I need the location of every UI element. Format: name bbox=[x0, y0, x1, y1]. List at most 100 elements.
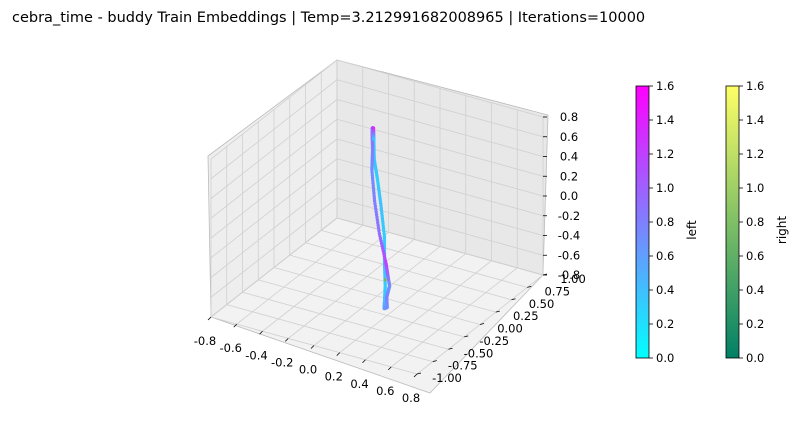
colorbar-tick-label: 0.4 bbox=[656, 283, 674, 297]
scatter-point bbox=[370, 176, 375, 180]
scatter-point bbox=[376, 226, 381, 230]
grid-line bbox=[210, 99, 338, 199]
y-tick-mark bbox=[479, 323, 485, 325]
grid-line bbox=[210, 118, 338, 219]
grid-line bbox=[258, 279, 465, 338]
scatter-point bbox=[379, 203, 383, 208]
scatter-point bbox=[375, 218, 380, 222]
scatter-point bbox=[380, 216, 385, 221]
scatter-point bbox=[381, 226, 386, 231]
scatter-point bbox=[375, 215, 379, 219]
x-tick-label: 0.6 bbox=[376, 384, 394, 398]
colorbar-right: 0.0 0.2 0.4 0.6 0.8 1.0 1.2 1.4 1.6 right bbox=[725, 79, 789, 365]
colorbar-tick-label: 1.0 bbox=[746, 181, 764, 195]
scatter-point bbox=[372, 194, 376, 198]
colorbar-right-label: right bbox=[775, 216, 789, 244]
scatter-point bbox=[382, 232, 386, 236]
x-tick-mark bbox=[336, 352, 341, 356]
z-tick-label: 0.0 bbox=[560, 189, 578, 203]
scatter-point bbox=[383, 278, 387, 282]
scatter-point bbox=[371, 186, 376, 190]
scatter-point bbox=[381, 224, 385, 228]
x-tick-mark bbox=[207, 316, 212, 321]
scatter-point bbox=[379, 206, 383, 210]
x-tick-mark bbox=[233, 323, 238, 328]
grid-line bbox=[336, 79, 544, 138]
y-tick-mark bbox=[464, 335, 469, 338]
grid-line bbox=[273, 267, 481, 325]
scatter-point bbox=[373, 201, 377, 206]
y-tick-label: -1.00 bbox=[432, 371, 462, 385]
scatter-point bbox=[372, 196, 377, 201]
scatter-point bbox=[371, 188, 376, 193]
y-tick-label: 0.50 bbox=[529, 297, 555, 311]
scatter-point bbox=[380, 219, 385, 223]
colorbar-tick-label: 1.4 bbox=[656, 113, 674, 127]
y-tick-mark bbox=[416, 372, 422, 375]
colorbar-tick-label: 1.0 bbox=[656, 181, 674, 195]
grid-line bbox=[210, 59, 338, 160]
x-tick-mark bbox=[362, 359, 366, 364]
grid-line bbox=[210, 217, 338, 318]
y-tick-label: 0.75 bbox=[544, 284, 570, 298]
grid-line bbox=[210, 158, 338, 259]
scatter-point bbox=[371, 181, 375, 185]
z-tick-label: 0.8 bbox=[560, 110, 578, 124]
x-tick-label: 0.8 bbox=[402, 391, 420, 405]
y-tick-mark bbox=[527, 285, 532, 288]
z-tick-label: 0.6 bbox=[560, 130, 578, 144]
grid-line bbox=[305, 242, 512, 301]
grid-line bbox=[336, 178, 544, 236]
grid-line bbox=[321, 229, 528, 288]
scatter-point bbox=[380, 211, 384, 215]
scatter-point bbox=[370, 173, 375, 177]
axis-ticks: -0.8-0.6-0.4-0.20.00.20.40.60.8-1.00-0.7… bbox=[194, 110, 586, 405]
colorbar-tick-label: 0.2 bbox=[746, 317, 764, 331]
grid-line bbox=[336, 217, 544, 276]
scatter-point bbox=[377, 231, 382, 236]
scatter-point bbox=[371, 178, 375, 183]
scatter-point bbox=[379, 208, 384, 213]
grid-line bbox=[226, 304, 433, 363]
x-tick-mark bbox=[259, 330, 263, 335]
colorbar-tick-label: 1.2 bbox=[656, 147, 674, 161]
grid-line bbox=[336, 99, 544, 157]
y-tick-label: 0.25 bbox=[513, 309, 539, 323]
scatter-point bbox=[372, 137, 376, 142]
y-tick-mark bbox=[511, 298, 516, 301]
grid-line bbox=[336, 59, 544, 118]
z-tick-label: 0.2 bbox=[560, 169, 578, 183]
colorbar-tick-label: 1.2 bbox=[746, 147, 764, 161]
scatter-point bbox=[373, 204, 378, 209]
colorbar-tick-label: 0.2 bbox=[656, 317, 674, 331]
colorbar-tick-label: 1.6 bbox=[656, 79, 674, 93]
scatter-point bbox=[374, 207, 378, 211]
colorbar-tick-label: 0.8 bbox=[656, 215, 674, 229]
scatter-point bbox=[382, 229, 386, 233]
grid-line bbox=[210, 138, 338, 239]
y-tick-mark bbox=[448, 347, 453, 350]
x-tick-mark bbox=[284, 338, 289, 342]
colorbar-tick-label: 0.8 bbox=[746, 215, 764, 229]
scatter-point bbox=[371, 183, 375, 188]
grid-line bbox=[210, 79, 338, 180]
colorbar-left-label: left bbox=[685, 220, 699, 240]
y-tick-label: 0.00 bbox=[497, 322, 523, 336]
x-tick-label: -0.2 bbox=[271, 355, 293, 369]
scatter-point bbox=[377, 228, 381, 233]
y-tick-mark bbox=[432, 360, 437, 363]
scatter-point bbox=[374, 212, 379, 217]
y-tick-label: 1.00 bbox=[560, 272, 586, 286]
colorbar-tick-label: 0.4 bbox=[746, 283, 764, 297]
scatter-point bbox=[374, 210, 378, 214]
grid-line bbox=[210, 197, 338, 298]
grid-line bbox=[242, 291, 449, 350]
y-tick-label: -0.25 bbox=[479, 334, 509, 348]
z-tick-label: -0.4 bbox=[558, 229, 580, 243]
x-tick-label: 0.0 bbox=[299, 363, 317, 377]
z-tick-label: 0.4 bbox=[560, 150, 578, 164]
scatter-point bbox=[372, 199, 377, 203]
z-tick-label: -0.8 bbox=[558, 268, 580, 282]
grid-line bbox=[210, 178, 338, 278]
